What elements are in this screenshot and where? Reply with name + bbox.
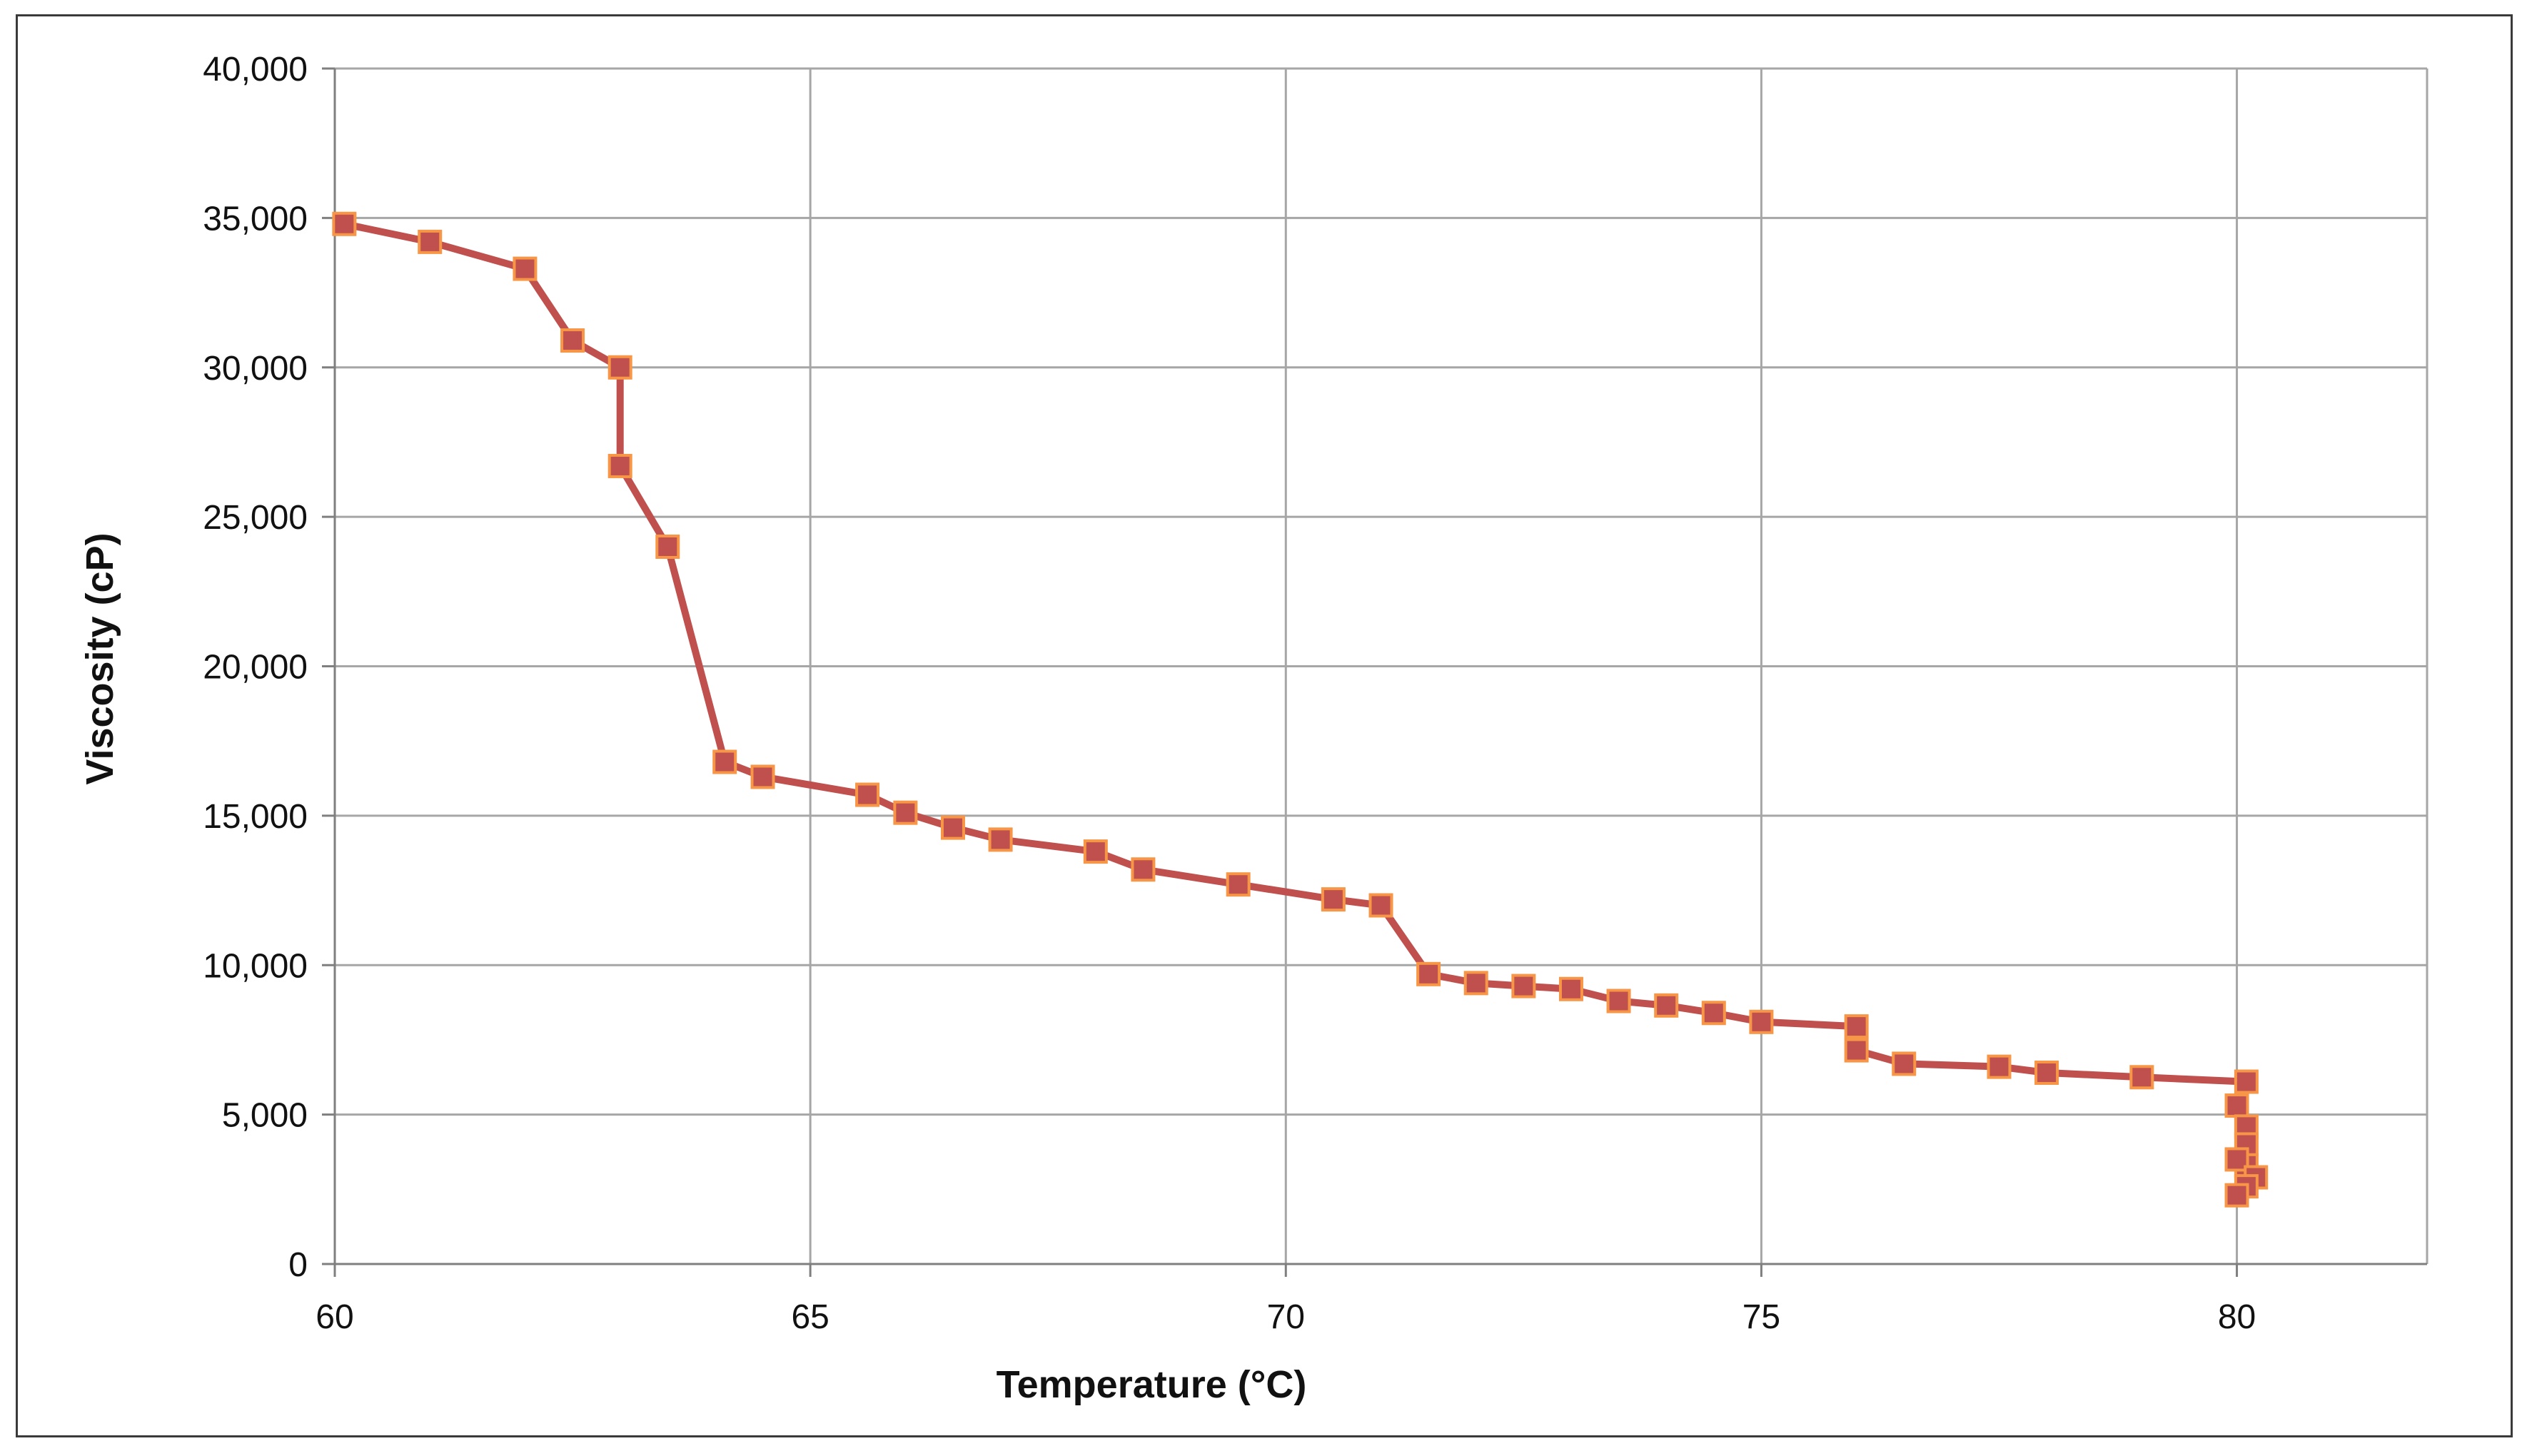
viscosity-temperature-chart: 0 5,000 10,000 15,000 20,000 25,000 30,000 35,0…: [79, 51, 2428, 1406]
y-tick-label: 35,000: [203, 200, 308, 238]
x-tick-label: 75: [1742, 1298, 1780, 1336]
data-point: [2224, 1183, 2249, 1208]
data-point: [1844, 1014, 1869, 1039]
data-point: [1083, 839, 1108, 864]
y-tick-label: 15,000: [203, 798, 308, 836]
x-tick-label: 80: [2218, 1298, 2256, 1336]
data-point: [750, 764, 775, 789]
data-point: [2129, 1065, 2154, 1090]
data-point: [1368, 893, 1393, 918]
data-point: [893, 800, 918, 825]
data-point: [1226, 872, 1251, 897]
data-point: [2034, 1061, 2059, 1085]
data-point: [513, 256, 538, 281]
data-point: [1131, 857, 1156, 882]
data-point: [712, 749, 737, 774]
axis-layer: [322, 67, 2427, 1277]
data-point: [1321, 887, 1346, 912]
data-point: [988, 827, 1013, 852]
data-point: [332, 211, 357, 236]
grid-layer: [333, 67, 2428, 1265]
y-tick-label: 40,000: [203, 51, 308, 89]
x-axis-title: Temperature (°C): [997, 1363, 1307, 1406]
data-point: [1844, 1038, 1869, 1063]
data-point: [1892, 1051, 1917, 1076]
data-point: [1558, 976, 1583, 1001]
data-point: [855, 782, 880, 807]
data-point: [1987, 1054, 2012, 1079]
data-point: [560, 328, 585, 353]
x-tick-labels: 60 65 70 75 80: [316, 1298, 2256, 1336]
data-point: [1654, 993, 1679, 1018]
y-tick-label: 30,000: [203, 350, 308, 388]
y-tick-labels: 0 5,000 10,000 15,000 20,000 25,000 30,000 35,0…: [203, 51, 308, 1284]
data-point: [2224, 1093, 2249, 1118]
y-tick-label: 5,000: [222, 1097, 308, 1135]
data-point: [2234, 1069, 2259, 1094]
data-point: [655, 535, 680, 559]
data-point: [940, 815, 965, 840]
data-point: [1606, 989, 1631, 1013]
data-point: [1416, 961, 1441, 986]
x-tick-label: 60: [316, 1298, 353, 1336]
chart-frame: 0 5,000 10,000 15,000 20,000 25,000 30,000 35,0…: [16, 14, 2513, 1437]
data-point: [1749, 1009, 1774, 1034]
data-point: [1701, 1001, 1726, 1026]
y-axis-title: Viscosity (cP): [79, 532, 121, 784]
y-tick-label: 20,000: [203, 649, 308, 687]
y-tick-label: 0: [288, 1246, 308, 1284]
series-markers: [332, 211, 2269, 1208]
x-tick-label: 70: [1267, 1298, 1305, 1336]
data-point: [418, 229, 443, 254]
data-point: [1511, 974, 1536, 999]
x-tick-label: 65: [791, 1298, 829, 1336]
data-point: [1463, 971, 1488, 996]
data-point: [607, 453, 632, 478]
data-point: [607, 355, 632, 380]
y-tick-label: 10,000: [203, 947, 308, 985]
y-tick-label: 25,000: [203, 499, 308, 537]
